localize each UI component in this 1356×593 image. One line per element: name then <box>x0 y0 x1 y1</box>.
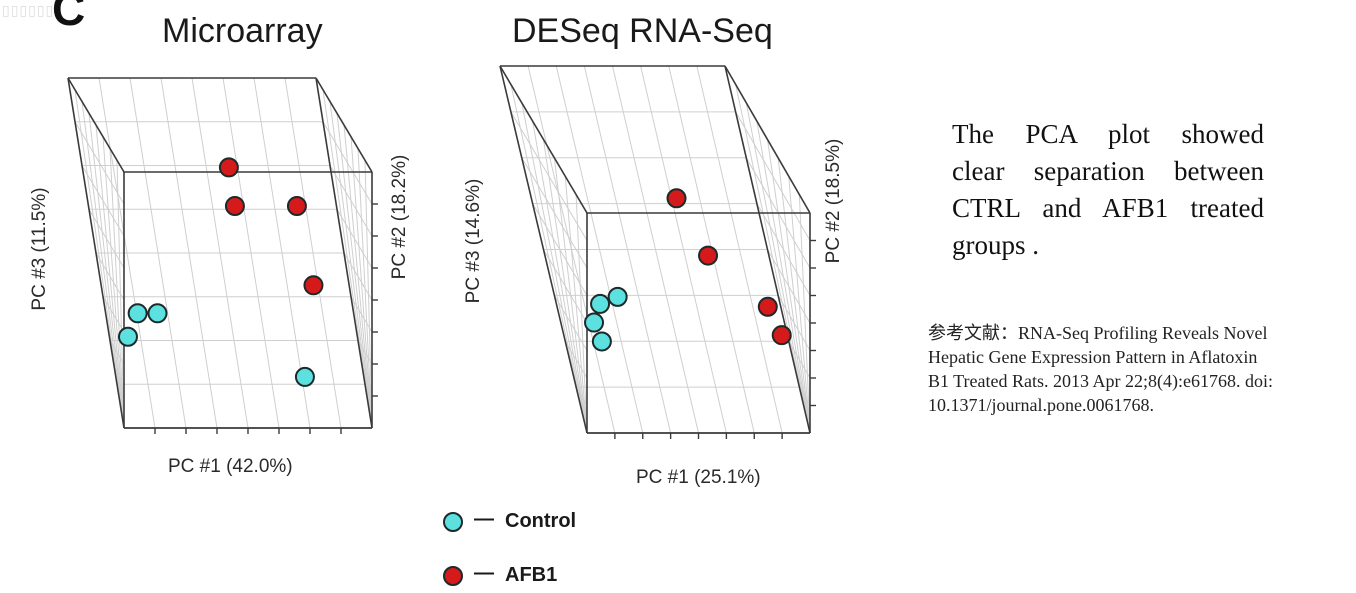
data-point-control <box>607 286 628 307</box>
legend-control-dash: — <box>474 508 494 530</box>
citation-line: 参考文献：RNA-Seq Profiling Reveals Novel <box>928 323 1268 343</box>
gridline <box>102 296 125 333</box>
data-point-control <box>147 303 168 324</box>
note-line: groups . <box>952 230 1039 260</box>
note-line: The PCA plot showed <box>952 119 1264 149</box>
chart-title-deseq: DESeq RNA-Seq <box>512 12 773 50</box>
data-point-afb1 <box>757 296 778 317</box>
gridline <box>564 340 588 379</box>
x-axis-label-deseq: PC #1 (25.1%) <box>636 467 761 488</box>
gridline <box>350 136 373 429</box>
gridline <box>777 295 811 351</box>
data-point-control <box>117 326 138 347</box>
data-point-afb1 <box>218 157 239 178</box>
gridline <box>350 296 373 333</box>
gridline <box>564 176 588 434</box>
gridline <box>788 340 811 379</box>
note-line: CTRL and AFB1 treated <box>952 193 1264 223</box>
box-edge <box>724 65 811 434</box>
gridline <box>543 249 588 324</box>
gridline <box>798 194 811 434</box>
gridline <box>640 65 727 434</box>
legend-afb1-label: AFB1 <box>505 564 558 586</box>
legend-afb1-marker <box>443 566 463 586</box>
gridline <box>575 194 588 434</box>
gridline <box>798 386 811 406</box>
citation-line: 10.1371/journal.pone.0061768. <box>928 395 1154 415</box>
gridline <box>357 340 373 365</box>
gridline <box>284 77 342 429</box>
gridline <box>553 157 588 434</box>
gridline <box>788 176 811 434</box>
box-edge <box>315 77 373 429</box>
box-edge <box>67 77 125 429</box>
gridline <box>364 160 373 429</box>
data-point-afb1 <box>286 196 307 217</box>
gridline <box>109 340 125 365</box>
data-point-afb1 <box>698 245 719 266</box>
citation-line: B1 Treated Rats. 2013 Apr 22;8(4):e61768… <box>928 371 1273 391</box>
watermark: ▯▯▯▯▯▯ <box>2 2 55 18</box>
x-axis-label-microarray: PC #1 (42.0%) <box>168 456 293 477</box>
gridline <box>109 148 125 429</box>
gridline <box>553 295 588 351</box>
gridline <box>767 249 811 324</box>
data-point-afb1 <box>224 196 245 217</box>
data-point-control <box>294 366 315 387</box>
gridline <box>102 136 125 429</box>
gridline <box>696 65 783 434</box>
gridline <box>575 386 588 406</box>
citation-line: Hepatic Gene Expression Pattern in Aflat… <box>928 347 1258 367</box>
data-point-afb1 <box>666 188 687 209</box>
gridline <box>357 148 373 429</box>
data-point-afb1 <box>303 275 324 296</box>
gridline <box>364 383 373 397</box>
data-point-control <box>584 312 605 333</box>
gridline <box>95 252 125 301</box>
legend-control-label: Control <box>505 510 577 532</box>
summary-note: The PCA plot showed clear separation bet… <box>952 116 1264 264</box>
legend-control-marker <box>443 512 463 532</box>
box-edge <box>67 77 125 173</box>
gridline <box>116 383 125 397</box>
chart-title-microarray: Microarray <box>162 12 323 50</box>
box-edge <box>499 65 588 434</box>
data-point-control <box>127 303 148 324</box>
box-edge <box>499 65 588 214</box>
gridline <box>116 160 125 429</box>
gridline <box>343 252 373 301</box>
data-point-control <box>591 331 612 352</box>
data-point-control <box>590 293 611 314</box>
gridline <box>222 77 280 429</box>
panel-letter: C <box>52 0 86 35</box>
reference-citation: 参考文献：RNA-Seq Profiling Reveals Novel Hep… <box>928 321 1348 417</box>
gridline <box>777 157 811 434</box>
legend-afb1-dash: — <box>474 562 494 584</box>
box-edge <box>315 77 373 173</box>
note-line: clear separation between <box>952 156 1264 186</box>
data-point-afb1 <box>771 325 792 346</box>
box-edge <box>724 65 811 214</box>
